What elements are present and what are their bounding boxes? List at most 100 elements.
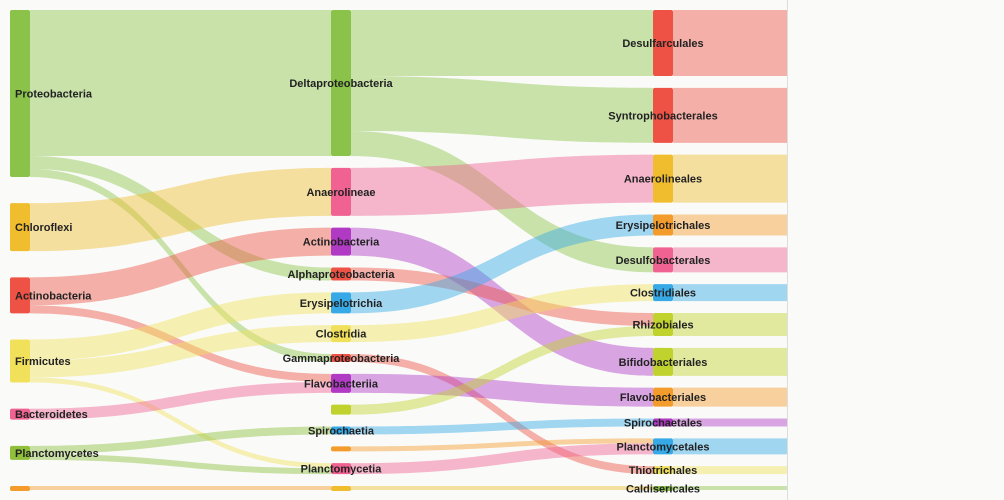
node-desulfobacterales[interactable] xyxy=(653,247,673,273)
node-actinobacteria-c[interactable] xyxy=(331,227,351,256)
node-flavobacteriales[interactable] xyxy=(653,387,673,407)
flow-deltaproteobacteria-to-desulfarculales[interactable] xyxy=(351,10,653,76)
node-thermotogae[interactable] xyxy=(331,486,351,491)
node-actinobacteria[interactable] xyxy=(10,277,30,314)
flow-spirochaetes-to-thermotogae[interactable] xyxy=(30,486,331,490)
flow-deltaproteobacteria-to-desulfobacterales[interactable] xyxy=(351,131,653,273)
node-spirochaetales[interactable] xyxy=(653,418,673,427)
node-caldisericales[interactable] xyxy=(653,486,673,491)
label-erysipelotrichia: Erysipelotrichia xyxy=(300,298,383,310)
flow-desulfarculales-to-out-desulfarculales[interactable] xyxy=(673,9,788,77)
flow-negativicutes-to-rhizobiales[interactable] xyxy=(351,326,653,415)
flow-planctomycetes-to-planctomycetia[interactable] xyxy=(30,453,331,475)
label-actinobacteria-c: Actinobacteria xyxy=(303,237,380,249)
nodes-group xyxy=(10,10,673,491)
label-thiotrichales: Thiotrichales xyxy=(629,465,697,477)
blank-right-pane xyxy=(788,0,1004,500)
flow-flavobacteriales-to-out-flavo[interactable] xyxy=(673,387,788,407)
flow-flavobacteriia-to-flavobacteriales[interactable] xyxy=(351,373,653,407)
links-group xyxy=(30,9,788,490)
flow-proteobacteria-to-gammaproteobacteria[interactable] xyxy=(30,169,331,362)
flow-bifidobacteriales-to-out-bifido[interactable] xyxy=(673,347,788,376)
label-anaerolineae: Anaerolineae xyxy=(306,187,375,199)
node-flavobacteriia[interactable] xyxy=(331,373,351,393)
flow-alphaproteobacteria-to-rhizobiales[interactable] xyxy=(351,267,653,327)
label-firmicutes: Firmicutes xyxy=(15,356,71,368)
node-rhizobiales[interactable] xyxy=(653,313,673,336)
label-deltaproteobacteria: Deltaproteobacteria xyxy=(289,78,393,90)
label-clostridia: Clostridia xyxy=(316,329,368,341)
label-bacteroidetes: Bacteroidetes xyxy=(15,409,88,421)
label-bifidobacteriales: Bifidobacteriales xyxy=(619,357,708,369)
flow-rhizobiales-to-out-rhizo[interactable] xyxy=(673,312,788,336)
node-erysipelotrichales[interactable] xyxy=(653,214,673,236)
node-desulfarculales[interactable] xyxy=(653,10,673,76)
node-anaerolineales[interactable] xyxy=(653,154,673,203)
label-actinobacteria: Actinobacteria xyxy=(15,290,92,302)
flow-planctomycetia-to-planctomycetales[interactable] xyxy=(351,443,653,475)
flow-actinobacteria-to-actinobacteria-c[interactable] xyxy=(30,227,331,306)
node-clostridiales[interactable] xyxy=(653,284,673,302)
flow-bacilli-to-planctomycetales[interactable] xyxy=(351,438,653,452)
label-syntrophobacterales: Syntrophobacterales xyxy=(608,110,717,122)
label-planctomycetia: Planctomycetia xyxy=(301,464,383,476)
flow-erysipelotrichia-to-erysipelotrichales[interactable] xyxy=(351,214,653,314)
flow-firmicutes-to-planctomycetia[interactable] xyxy=(30,377,331,469)
label-chloroflexi: Chloroflexi xyxy=(15,222,72,234)
node-anaerolineae[interactable] xyxy=(331,167,351,216)
flow-planctomycetes-to-spirochaetia[interactable] xyxy=(30,426,331,454)
node-planctomycetes[interactable] xyxy=(10,445,30,460)
panel-divider xyxy=(787,0,788,500)
label-anaerolineales: Anaerolineales xyxy=(624,174,702,186)
label-planctomycetales: Planctomycetales xyxy=(617,441,710,453)
flow-proteobacteria-to-alphaproteobacteria[interactable] xyxy=(30,156,331,281)
node-thiotrichales[interactable] xyxy=(653,466,673,475)
flow-erysipelotrichales-to-out-erysip[interactable] xyxy=(673,214,788,236)
node-erysipelotrichia[interactable] xyxy=(331,292,351,314)
flow-caldisericales-to-out-caldi[interactable] xyxy=(673,485,788,490)
node-bifidobacteriales[interactable] xyxy=(653,347,673,376)
flow-thiotrichales-to-out-thio[interactable] xyxy=(673,466,788,475)
node-chloroflexi[interactable] xyxy=(10,203,30,252)
flow-desulfobacterales-to-out-desulfob[interactable] xyxy=(673,247,788,273)
flow-proteobacteria-to-deltaproteobacteria[interactable] xyxy=(30,10,331,156)
node-proteobacteria[interactable] xyxy=(10,10,30,177)
flow-firmicutes-to-erysipelotrichia[interactable] xyxy=(30,292,331,361)
flow-anaerolineae-to-anaerolineales[interactable] xyxy=(351,154,653,216)
label-clostridiales: Clostridiales xyxy=(630,288,696,300)
flow-spirochaetia-to-spirochaetales[interactable] xyxy=(351,418,653,435)
node-gammaproteobacteria[interactable] xyxy=(331,354,351,362)
flow-firmicutes-to-clostridia[interactable] xyxy=(30,325,331,378)
node-spirochaetes[interactable] xyxy=(10,486,30,491)
node-firmicutes[interactable] xyxy=(10,339,30,383)
flow-gammaproteobacteria-to-thiotrichales[interactable] xyxy=(351,354,653,475)
node-spirochaetia[interactable] xyxy=(331,426,351,435)
flow-clostridia-to-clostridiales[interactable] xyxy=(351,284,653,343)
flow-bacteroidetes-to-flavobacteriia[interactable] xyxy=(30,381,331,420)
flow-thermotogae-to-caldisericales[interactable] xyxy=(351,486,653,490)
flow-anaerolineales-to-out-anaero[interactable] xyxy=(673,154,788,203)
flow-actinobacteria-c-to-bifidobacteriales[interactable] xyxy=(351,227,653,376)
node-alphaproteobacteria[interactable] xyxy=(331,267,351,281)
node-planctomycetia[interactable] xyxy=(331,463,351,475)
flow-planctomycetales-to-out-plancto[interactable] xyxy=(673,438,788,455)
flow-chloroflexi-to-anaerolineae[interactable] xyxy=(30,167,331,252)
node-clostridia[interactable] xyxy=(331,325,351,343)
flow-syntrophobacterales-to-out-syntro[interactable] xyxy=(673,87,788,143)
flow-actinobacteria-to-flavobacteriia[interactable] xyxy=(30,305,331,382)
node-negativicutes[interactable] xyxy=(331,404,351,415)
node-bacilli[interactable] xyxy=(331,446,351,452)
label-flavobacteriales: Flavobacteriales xyxy=(620,392,706,404)
labels-group: Proteobacteria Chloroflexi Actinobacteria F… xyxy=(15,38,718,496)
node-deltaproteobacteria[interactable] xyxy=(331,10,351,156)
label-gammaproteobacteria: Gammaproteobacteria xyxy=(283,353,401,365)
flow-spirochaetales-to-out-spiro[interactable] xyxy=(673,418,788,427)
flow-deltaproteobacteria-to-syntrophobacterales[interactable] xyxy=(351,76,653,143)
label-rhizobiales: Rhizobiales xyxy=(632,320,693,332)
flow-clostridiales-to-out-clost[interactable] xyxy=(673,284,788,302)
node-syntrophobacterales[interactable] xyxy=(653,87,673,143)
sankey-svg: Proteobacteria Chloroflexi Actinobacteria F… xyxy=(10,9,788,496)
node-bacteroidetes[interactable] xyxy=(10,408,30,420)
node-planctomycetales[interactable] xyxy=(653,438,673,455)
